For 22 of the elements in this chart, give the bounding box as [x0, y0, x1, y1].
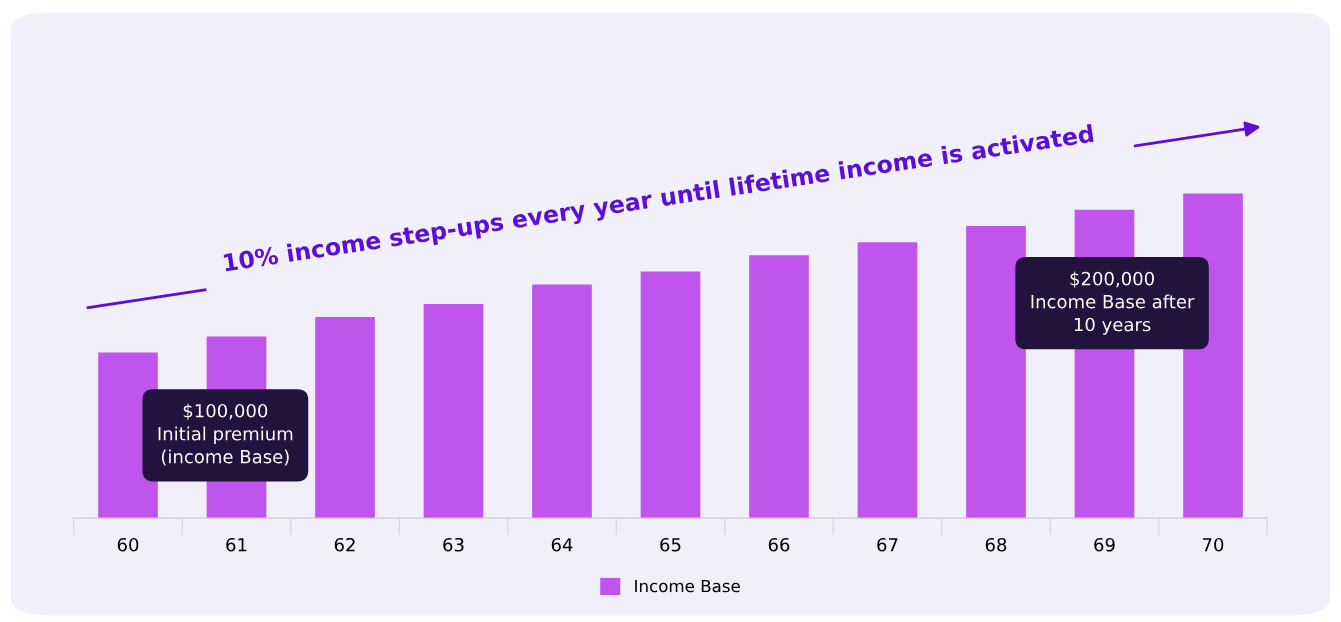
x-tick-label: 63: [443, 537, 464, 552]
x-tick-label: 65: [660, 537, 681, 552]
bar: [966, 226, 1026, 519]
bar: [315, 316, 375, 519]
x-tick-label: 62: [334, 537, 355, 552]
x-tick-label: 60: [117, 537, 139, 552]
annotation: $100,000 Initial premium (income Base): [158, 403, 293, 466]
bar: [749, 255, 809, 519]
bar: [857, 242, 918, 519]
x-tick-label: 69: [1094, 537, 1115, 552]
x-tick-label: 70: [1202, 537, 1224, 552]
bar: [532, 284, 592, 519]
bar: [640, 271, 701, 519]
annotation: 10% income step-ups every year until lifetime income is activated: [223, 123, 1094, 272]
x-tick-label: 68: [985, 537, 1007, 552]
bar: [423, 303, 484, 519]
x-tick-label: 66: [768, 537, 790, 552]
annotation: $200,000 Income Base after 10 years: [1031, 271, 1195, 335]
legend-label: Income Base: [635, 579, 740, 593]
x-tick-label: 67: [877, 537, 898, 552]
x-tick-label: 61: [226, 537, 247, 552]
x-tick-label: 64: [551, 537, 573, 552]
